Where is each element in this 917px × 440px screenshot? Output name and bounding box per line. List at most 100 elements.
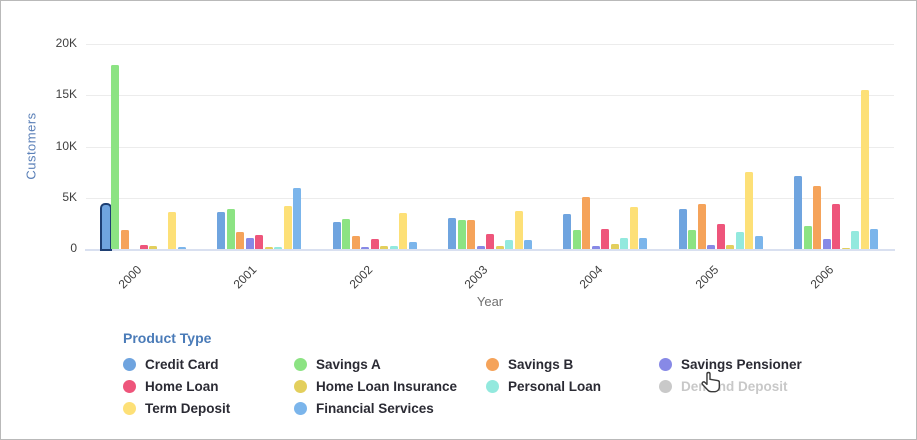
bar-credit-card-2003[interactable] <box>448 218 456 249</box>
bar-home-loan-2004[interactable] <box>601 228 610 249</box>
bar-financial-services-2001[interactable] <box>293 187 302 249</box>
y-tick-label: 0 <box>70 241 77 255</box>
bar-savings-pensioner-2006[interactable] <box>822 238 831 249</box>
legend-item-financial-services[interactable]: Financial Services <box>294 401 486 416</box>
bar-savings-a-2003[interactable] <box>457 220 466 249</box>
bar-home-loan-2001[interactable] <box>255 234 264 249</box>
legend-item-term-deposit[interactable]: Term Deposit <box>123 401 294 416</box>
bar-financial-services-2002[interactable] <box>408 241 417 249</box>
y-tick-label: 10K <box>55 138 77 153</box>
legend-item-credit-card[interactable]: Credit Card <box>123 357 294 372</box>
bar-savings-a-2001[interactable] <box>226 209 235 249</box>
legend-label: Savings B <box>508 357 574 372</box>
legend-dot <box>294 402 307 415</box>
legend-dot <box>294 358 307 371</box>
bar-savings-b-2005[interactable] <box>697 203 706 249</box>
legend-item-savings-b[interactable]: Savings B <box>486 357 659 372</box>
gridline <box>86 44 894 45</box>
bar-home-loan-insurance-2003[interactable] <box>495 245 504 249</box>
bar-home-loan-insurance-2002[interactable] <box>380 246 389 249</box>
legend-dot <box>659 380 672 393</box>
bar-credit-card-2000[interactable] <box>101 204 110 249</box>
bar-home-loan-2002[interactable] <box>370 238 379 249</box>
bar-home-loan-2006[interactable] <box>832 203 841 249</box>
bar-term-deposit-2005[interactable] <box>745 172 754 249</box>
gridline <box>86 95 894 97</box>
bar-term-deposit-2001[interactable] <box>283 205 292 249</box>
bar-savings-pensioner-2005[interactable] <box>707 244 716 249</box>
bar-term-deposit-2004[interactable] <box>629 206 638 249</box>
bar-savings-b-2004[interactable] <box>582 196 591 249</box>
legend-dot <box>294 380 307 393</box>
y-tick-label: 5K <box>62 189 77 204</box>
gridline <box>86 146 894 148</box>
bar-savings-pensioner-2004[interactable] <box>591 245 600 249</box>
legend-dot <box>123 380 136 393</box>
bar-financial-services-2000[interactable] <box>177 247 186 249</box>
legend-dot <box>123 358 136 371</box>
bar-savings-b-2001[interactable] <box>236 231 245 249</box>
bar-term-deposit-2006[interactable] <box>860 90 869 249</box>
legend-label: Credit Card <box>145 357 219 372</box>
bar-savings-a-2000[interactable] <box>111 64 120 249</box>
bar-savings-pensioner-2001[interactable] <box>245 237 254 249</box>
bar-home-loan-2003[interactable] <box>486 233 494 249</box>
bar-savings-pensioner-2002[interactable] <box>361 246 370 249</box>
bar-home-loan-insurance-2004[interactable] <box>610 243 619 249</box>
bar-financial-services-2005[interactable] <box>754 235 763 249</box>
legend-item-personal-loan[interactable]: Personal Loan <box>486 379 659 394</box>
bar-savings-b-2003[interactable] <box>467 220 475 249</box>
bar-credit-card-2002[interactable] <box>332 222 341 249</box>
bar-personal-loan-2001[interactable] <box>274 246 283 249</box>
legend-title: Product Type <box>123 330 212 346</box>
bar-financial-services-2006[interactable] <box>870 228 879 249</box>
bar-financial-services-2003[interactable] <box>524 239 532 249</box>
bar-term-deposit-2002[interactable] <box>399 213 408 249</box>
bar-term-deposit-2000[interactable] <box>168 212 177 249</box>
bar-credit-card-2004[interactable] <box>563 214 572 249</box>
bar-home-loan-insurance-2000[interactable] <box>149 246 158 249</box>
gridline <box>86 197 894 199</box>
bar-credit-card-2005[interactable] <box>678 209 687 249</box>
bar-savings-a-2005[interactable] <box>688 229 697 249</box>
x-axis-line <box>85 249 895 251</box>
bar-savings-b-2000[interactable] <box>120 229 129 249</box>
bar-personal-loan-2006[interactable] <box>851 230 860 249</box>
legend: Product Type Credit Card Savings A Savings… <box>123 330 802 416</box>
bar-savings-b-2006[interactable] <box>813 186 822 249</box>
bar-financial-services-2004[interactable] <box>639 237 648 249</box>
bar-home-loan-insurance-2001[interactable] <box>264 247 273 249</box>
bar-personal-loan-2005[interactable] <box>735 231 744 249</box>
legend-item-demand-deposit[interactable]: Demand Deposit <box>659 379 802 394</box>
legend-label: Savings Pensioner <box>681 357 802 372</box>
legend-label: Term Deposit <box>145 401 231 416</box>
bar-savings-a-2004[interactable] <box>572 229 581 249</box>
bar-home-loan-2000[interactable] <box>139 244 148 249</box>
bar-savings-a-2006[interactable] <box>803 226 812 249</box>
legend-item-home-loan[interactable]: Home Loan <box>123 379 294 394</box>
bar-savings-b-2002[interactable] <box>351 235 360 249</box>
bar-home-loan-insurance-2006[interactable] <box>841 247 850 249</box>
y-tick-label: 20K <box>55 36 77 50</box>
bar-home-loan-2005[interactable] <box>716 224 725 249</box>
legend-label: Savings A <box>316 357 381 372</box>
legend-label: Home Loan <box>145 379 219 394</box>
bar-home-loan-insurance-2005[interactable] <box>726 245 735 249</box>
legend-item-savings-a[interactable]: Savings A <box>294 357 486 372</box>
bar-personal-loan-2003[interactable] <box>505 240 513 249</box>
legend-dot <box>486 358 499 371</box>
bar-credit-card-2001[interactable] <box>217 212 226 249</box>
bar-personal-loan-2004[interactable] <box>620 237 629 249</box>
bar-credit-card-2006[interactable] <box>794 176 803 249</box>
legend-dot <box>486 380 499 393</box>
legend-grid: Credit Card Savings A Savings B Savings Pen… <box>123 357 802 416</box>
bar-savings-pensioner-2003[interactable] <box>476 245 485 249</box>
bar-personal-loan-2002[interactable] <box>389 246 398 249</box>
legend-item-savings-pensioner[interactable]: Savings Pensioner <box>659 357 802 372</box>
bar-savings-a-2002[interactable] <box>342 219 351 249</box>
legend-item-home-loan-insurance[interactable]: Home Loan Insurance <box>294 379 486 394</box>
bar-term-deposit-2003[interactable] <box>514 211 523 249</box>
legend-dot <box>659 358 672 371</box>
y-tick-label: 15K <box>55 87 77 102</box>
